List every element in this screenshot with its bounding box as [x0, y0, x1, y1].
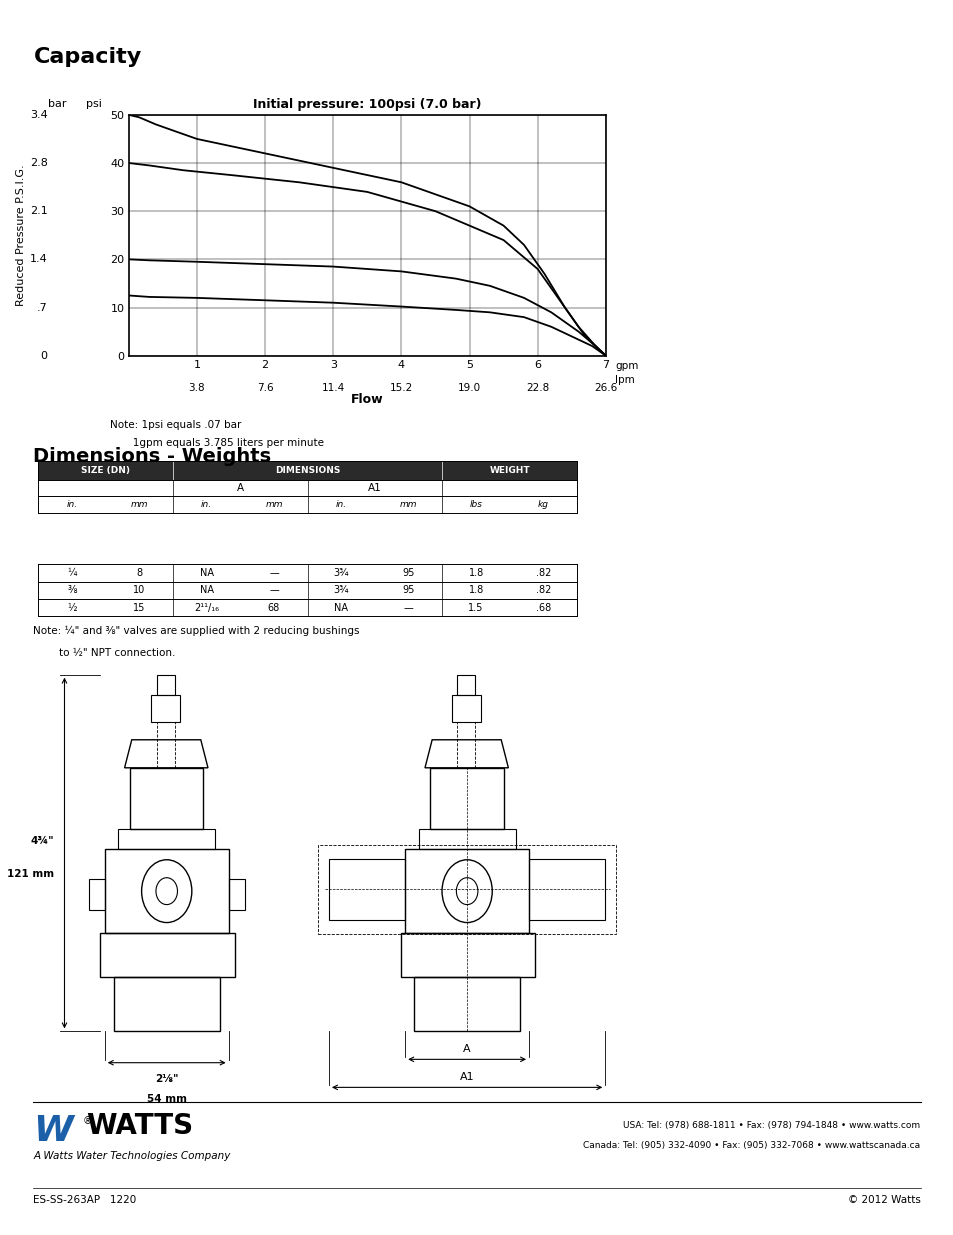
Bar [100, 932, 234, 977]
Text: 4¾": 4¾" [30, 836, 53, 846]
Text: ⅜: ⅜ [67, 585, 76, 595]
Bar [329, 858, 405, 920]
Text: ES-SS-263AP   1220: ES-SS-263AP 1220 [33, 1195, 136, 1205]
Text: 1.4: 1.4 [30, 254, 48, 264]
Text: 54 mm: 54 mm [147, 1094, 187, 1104]
Text: 2⅛": 2⅛" [154, 1074, 178, 1084]
Bar [152, 695, 180, 721]
Text: 3.4: 3.4 [30, 110, 48, 120]
Text: DIMENSIONS: DIMENSIONS [274, 466, 340, 475]
Text: 121 mm: 121 mm [7, 869, 53, 879]
Text: 1gpm equals 3.785 liters per minute: 1gpm equals 3.785 liters per minute [110, 438, 323, 448]
Bar [229, 879, 245, 910]
Text: ¼: ¼ [67, 568, 76, 578]
Bar [418, 830, 515, 848]
Bar [89, 879, 105, 910]
Text: SIZE (DN): SIZE (DN) [81, 466, 130, 475]
Text: Note: 1psi equals .07 bar: Note: 1psi equals .07 bar [110, 420, 241, 430]
Text: .68: .68 [536, 603, 551, 613]
Bar [118, 830, 215, 848]
Bar [105, 848, 229, 932]
Text: A Watts Water Technologies Company: A Watts Water Technologies Company [33, 1151, 231, 1161]
Text: 3.8: 3.8 [189, 383, 205, 393]
Bar [529, 858, 604, 920]
Text: .82: .82 [536, 568, 551, 578]
Text: © 2012 Watts: © 2012 Watts [847, 1195, 920, 1205]
Text: NA: NA [199, 585, 213, 595]
Text: NA: NA [199, 568, 213, 578]
Text: —: — [403, 603, 414, 613]
Bar [456, 674, 475, 695]
Text: lpm: lpm [615, 375, 635, 385]
Text: psi: psi [86, 99, 102, 109]
Text: Canada: Tel: (905) 332-4090 • Fax: (905) 332-7068 • www.wattscanada.ca: Canada: Tel: (905) 332-4090 • Fax: (905)… [583, 1141, 920, 1150]
Text: to ½" NPT connection.: to ½" NPT connection. [33, 648, 175, 658]
Text: .7: .7 [37, 303, 48, 312]
Text: USA: Tel: (978) 688-1811 • Fax: (978) 794-1848 • www.watts.com: USA: Tel: (978) 688-1811 • Fax: (978) 79… [623, 1121, 920, 1130]
Text: 22.8: 22.8 [525, 383, 549, 393]
Text: mm: mm [265, 500, 282, 509]
Text: NA: NA [334, 603, 348, 613]
Text: W: W [33, 1114, 73, 1149]
Text: —: — [269, 568, 278, 578]
Bar [400, 932, 535, 977]
Text: kg: kg [537, 500, 548, 509]
Text: A: A [236, 483, 244, 494]
Bar [430, 768, 503, 830]
Text: 95: 95 [402, 585, 415, 595]
Text: Note: ¼" and ⅜" valves are supplied with 2 reducing bushings: Note: ¼" and ⅜" valves are supplied with… [33, 626, 359, 636]
Text: .82: .82 [536, 585, 551, 595]
Bar [405, 848, 529, 932]
Bar [130, 768, 203, 830]
Text: gpm: gpm [615, 361, 639, 370]
Text: 2¹¹/₁₆: 2¹¹/₁₆ [193, 603, 219, 613]
Text: in.: in. [201, 500, 212, 509]
Text: 1.8: 1.8 [468, 568, 483, 578]
Bar [113, 977, 219, 1031]
Text: Reduced Pressure P.S.I.G.: Reduced Pressure P.S.I.G. [16, 164, 26, 306]
Text: A1: A1 [459, 1072, 474, 1082]
Text: mm: mm [131, 500, 148, 509]
Text: 3¾: 3¾ [334, 568, 349, 578]
Text: in.: in. [66, 500, 77, 509]
Text: bar: bar [48, 99, 66, 109]
Text: Flow: Flow [351, 393, 383, 405]
Title: Initial pressure: 100psi (7.0 bar): Initial pressure: 100psi (7.0 bar) [253, 98, 481, 111]
Text: 2.8: 2.8 [30, 158, 48, 168]
Text: 0: 0 [41, 351, 48, 361]
Text: 15.2: 15.2 [390, 383, 413, 393]
Text: 1.8: 1.8 [468, 585, 483, 595]
Text: A: A [463, 1044, 471, 1053]
Text: 15: 15 [132, 603, 145, 613]
Text: 68: 68 [268, 603, 280, 613]
Text: Capacity: Capacity [33, 47, 141, 67]
Text: WATTS: WATTS [86, 1112, 193, 1140]
Text: 7.6: 7.6 [256, 383, 274, 393]
Bar [414, 977, 519, 1031]
Text: 1.5: 1.5 [468, 603, 483, 613]
Text: 10: 10 [133, 585, 145, 595]
Text: in.: in. [335, 500, 347, 509]
Text: Dimensions - Weights: Dimensions - Weights [33, 447, 272, 466]
Text: 2.1: 2.1 [30, 206, 48, 216]
Text: 11.4: 11.4 [321, 383, 344, 393]
Bar [156, 674, 174, 695]
Bar [452, 695, 480, 721]
Text: 19.0: 19.0 [457, 383, 480, 393]
Text: 26.6: 26.6 [594, 383, 617, 393]
Text: A1: A1 [368, 483, 381, 494]
Text: mm: mm [399, 500, 417, 509]
Text: —: — [269, 585, 278, 595]
Text: 3¾: 3¾ [334, 585, 349, 595]
Text: ½: ½ [67, 603, 76, 613]
Bar [318, 845, 616, 934]
Text: lbs: lbs [469, 500, 482, 509]
Text: 95: 95 [402, 568, 415, 578]
Text: 8: 8 [136, 568, 142, 578]
Text: ®: ® [83, 1116, 92, 1126]
Text: WEIGHT: WEIGHT [489, 466, 530, 475]
